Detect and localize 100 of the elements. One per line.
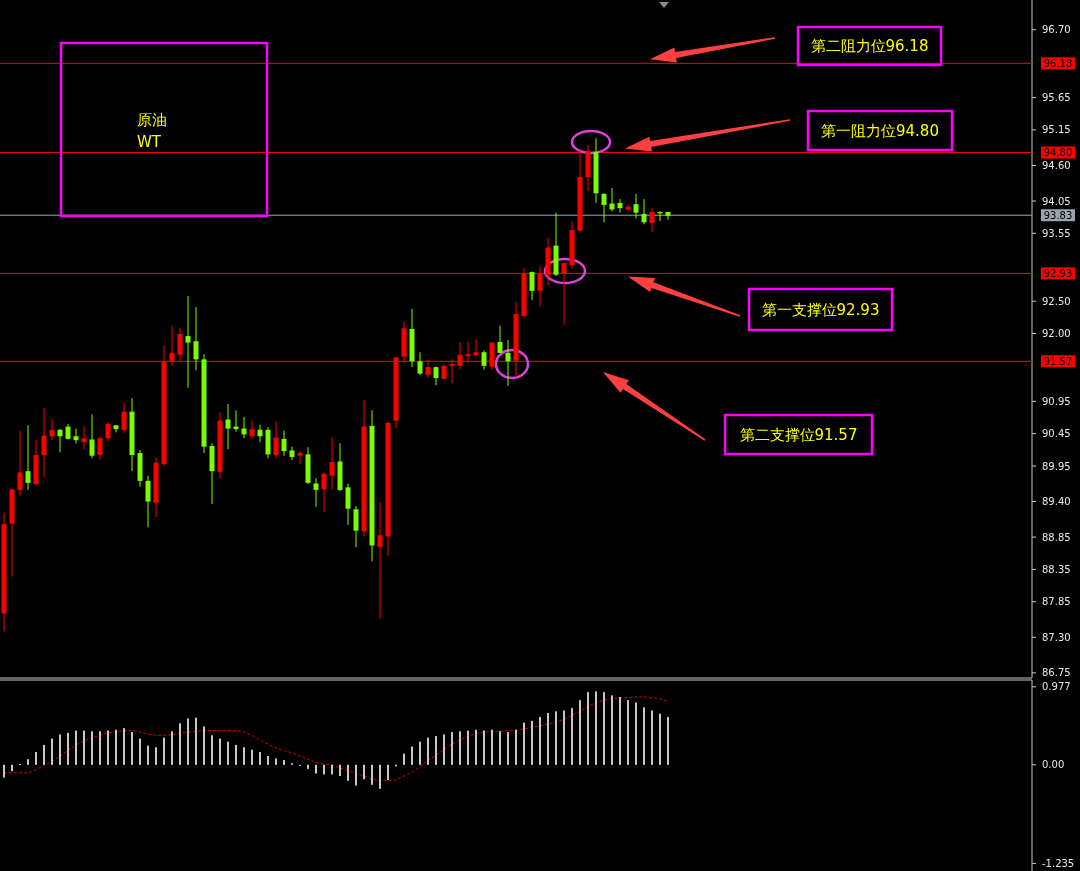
bar: [139, 738, 141, 765]
candlestick: [633, 193, 639, 219]
annotation: 第二阻力位96.18: [810, 37, 929, 56]
y-tick-label: 0.00: [1042, 759, 1065, 771]
candlestick: [665, 211, 671, 221]
y-tick-label: -1.235: [1042, 857, 1075, 869]
bar: [179, 723, 181, 765]
bar: [539, 716, 541, 765]
y-tick-label: 88.85: [1042, 531, 1071, 543]
candlestick: [433, 365, 439, 386]
bar: [147, 745, 149, 765]
bar: [419, 741, 421, 765]
bar: [331, 764, 333, 775]
y-tick-label: 0.977: [1042, 681, 1071, 693]
y-tick-label: 87.85: [1042, 596, 1071, 608]
bar: [435, 736, 437, 765]
bar: [387, 764, 389, 780]
candlestick: [497, 325, 503, 354]
bar: [67, 732, 69, 765]
bar: [667, 716, 669, 765]
candlestick: [105, 421, 111, 442]
bar: [651, 710, 653, 765]
candlestick: [49, 418, 55, 441]
y-tick-label: 90.45: [1042, 428, 1071, 440]
bar: [475, 729, 477, 765]
bar: [83, 730, 85, 765]
candlestick: [601, 192, 607, 223]
bar: [235, 744, 237, 765]
candlestick: [473, 338, 479, 356]
candlestick: [321, 471, 327, 513]
text: 原油 WT: [137, 111, 167, 152]
candlestick: [81, 426, 87, 450]
bar: [11, 764, 13, 772]
y-tick-label: 95.15: [1042, 124, 1071, 136]
candlestick: [145, 475, 151, 528]
bar: [523, 722, 525, 765]
bar: [283, 760, 285, 765]
candlestick: [249, 420, 255, 440]
bar: [443, 734, 445, 765]
bar: [75, 730, 77, 765]
bar: [131, 732, 133, 765]
bar: [363, 764, 365, 780]
bar: [251, 749, 253, 765]
bar: [35, 752, 37, 765]
y-tick-label: 89.95: [1042, 460, 1071, 472]
bar: [627, 700, 629, 765]
candlestick: [353, 505, 359, 548]
candlestick: [329, 436, 335, 490]
candlestick: [417, 351, 423, 376]
candlestick: [41, 407, 47, 478]
bar: [155, 747, 157, 765]
candlestick: [17, 429, 23, 497]
bar: [379, 764, 381, 789]
candlestick: [193, 306, 199, 371]
y-tick-label: 95.65: [1042, 92, 1071, 104]
bar: [611, 695, 613, 765]
bar: [499, 731, 501, 765]
ref-line-label: 93.83: [1043, 209, 1073, 221]
candlestick: [481, 349, 487, 371]
candlestick: [505, 339, 511, 387]
candlestick: [345, 482, 351, 526]
bar: [371, 764, 373, 785]
y-tick-label: 94.60: [1042, 159, 1071, 171]
y-tick-label: 93.55: [1042, 227, 1071, 239]
bar: [563, 710, 565, 765]
y-tick-label: 87.30: [1042, 631, 1071, 643]
y-tick-label: 90.95: [1042, 395, 1071, 407]
bar: [227, 741, 229, 765]
bar: [27, 759, 29, 765]
bar: [483, 730, 485, 765]
annotation: 第二支撑位91.57: [739, 425, 858, 444]
bar: [635, 702, 637, 765]
bar: [59, 734, 61, 765]
ref-line-label: 92.93: [1043, 267, 1073, 279]
bar: [267, 756, 269, 765]
bar: [123, 728, 125, 765]
bar: [619, 696, 621, 765]
bar: [555, 711, 557, 765]
candlestick: [257, 424, 263, 443]
candlestick: [225, 403, 231, 450]
candlestick: [273, 420, 279, 459]
y-tick-label: 92.00: [1042, 328, 1071, 340]
bar: [579, 700, 581, 765]
candlestick: [73, 428, 79, 444]
bar: [243, 747, 245, 765]
bar: [515, 729, 517, 765]
candlestick: [529, 270, 535, 301]
bar: [275, 758, 277, 765]
candlestick: [57, 428, 63, 453]
y-tick-label: 89.40: [1042, 496, 1071, 508]
candlestick: [89, 413, 95, 459]
bar: [643, 707, 645, 765]
y-tick-label: 96.70: [1042, 24, 1071, 36]
bar: [587, 692, 589, 765]
annotation: 第一阻力位94.80: [821, 121, 939, 140]
bar: [531, 720, 533, 765]
bar: [403, 753, 405, 765]
candlestick: [25, 424, 31, 491]
bar: [323, 764, 325, 775]
candlestick: [649, 207, 655, 233]
